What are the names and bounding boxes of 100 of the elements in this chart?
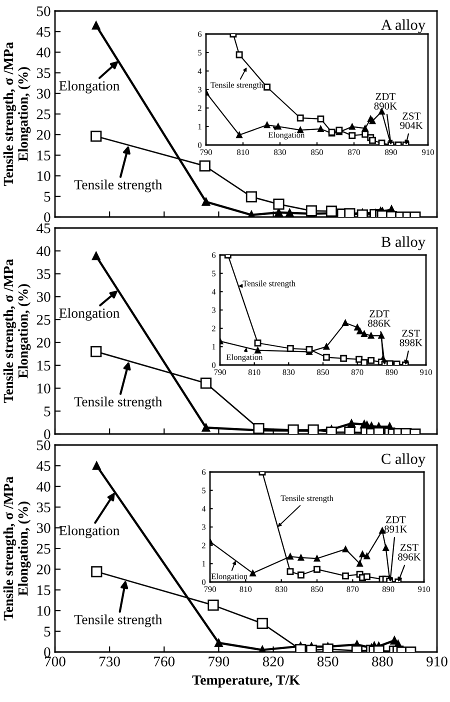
y-tick-label: 40 [36,246,50,256]
y-tick-label: 10 [38,384,50,394]
x-tick-label: 820 [262,656,284,666]
annotation: B alloy [381,236,426,250]
x-tick-label: 870 [351,369,364,376]
x-tick-label: 700 [45,656,66,666]
x-tick-label: 790 [204,586,216,592]
y-tick-label: 2 [198,105,202,111]
x-tick-label: 870 [348,149,360,156]
annotation: ZDT 890K [374,93,397,110]
y-tick-label: 0 [44,647,50,658]
y-tick-label: 15 [38,360,50,371]
y-tick-label: 5 [212,270,216,276]
annotation: C alloy [382,453,426,468]
y-tick-label: 40 [36,48,50,58]
x-tick-label: 790 [214,369,226,376]
x-tick-label: 810 [248,369,260,376]
y-tick-label: 15 [38,585,50,596]
annotation: Tensile strength [74,614,162,628]
annotation: Tensile strength [74,396,162,410]
x-tick-label: 850 [311,586,323,592]
x-tick-label: 850 [317,656,338,666]
x-tick-label: 830 [274,149,286,156]
y-tick-label: 5 [198,50,202,56]
y-tick-label: 10 [38,171,50,182]
x-tick-label: 790 [200,149,212,156]
y-axis-title: Tensile strength, σ /MPa Elongation, (%) [3,42,31,186]
x-tick-label: 910 [422,149,434,156]
y-tick-label: 35 [36,269,50,279]
x-tick-label: 890 [385,149,397,156]
x-tick-label: 850 [317,369,329,376]
x-tick-label: 890 [386,369,398,376]
x-tick-label: 910 [420,369,432,376]
y-tick-label: 45 [36,27,50,37]
y-tick-label: 3 [202,524,206,530]
annotation: Elongation [59,526,120,538]
y-tick-label: 15 [38,150,50,160]
y-tick-label: 0 [202,579,206,585]
y-tick-label: 30 [36,292,50,302]
y-tick-label: 25 [36,544,50,554]
y-tick-label: 0 [212,362,216,368]
y-tick-label: 10 [38,606,50,616]
y-tick-label: 25 [36,314,50,325]
y-tick-label: 30 [36,523,50,534]
y-tick-label: 5 [44,626,50,637]
annotation: Tensile strength [74,180,162,192]
annotation: ZDT 891K [384,516,408,533]
x-tick-label: 830 [282,369,295,376]
annotation: Elongation [59,80,120,94]
y-tick-label: 35 [36,68,50,78]
x-tick-label: 890 [382,586,394,592]
y-tick-label: 50 [37,6,50,16]
y-tick-label: 45 [36,461,50,471]
annotation: Elongation [59,308,120,321]
x-tick-label: 810 [237,149,249,156]
y-tick-label: 6 [202,469,206,475]
y-tick-label: 3 [212,307,216,313]
y-tick-label: 50 [37,440,50,450]
y-tick-label: 20 [36,130,50,140]
annotation: ZDT 886K [368,310,391,327]
x-tick-label: 810 [240,586,252,592]
y-tick-label: 1 [198,124,202,130]
x-tick-label: 730 [100,656,120,666]
y-tick-label: 6 [198,31,202,37]
y-tick-label: 5 [44,192,50,202]
y-tick-label: 5 [202,488,206,494]
y-tick-label: 25 [36,109,50,120]
y-tick-label: 4 [198,68,202,74]
annotation: Tensile strength [280,495,334,503]
y-tick-label: 0 [44,212,50,222]
annotation: ZST 896K [398,544,421,560]
x-tick-label: 910 [426,656,448,666]
y-tick-label: 0 [44,429,50,440]
y-tick-label: 20 [36,564,50,574]
annotation: ZST 904K [400,112,423,129]
annotation: Tensile strength [242,280,296,288]
y-tick-label: 35 [36,502,50,512]
y-tick-label: 45 [36,223,50,234]
y-tick-label: 20 [36,338,50,348]
y-tick-label: 4 [202,506,206,512]
annotation: ZST 898K [400,330,422,346]
x-axis-title: Temperature, T/K [192,675,300,688]
y-tick-label: 1 [202,561,206,567]
y-axis-title: Tensile strength, σ /MPa Elongation, (%) [3,476,31,620]
y-axis-title: Tensile strength, σ /MPa Elongation, (%) [3,259,31,403]
x-tick-label: 830 [275,586,288,592]
annotation: A alloy [381,19,426,34]
annotation: Elongation [268,132,305,140]
annotation: Tensile strength [210,82,264,90]
x-tick-label: 870 [346,586,359,592]
y-tick-label: 0 [198,142,202,148]
y-tick-label: 40 [36,482,50,492]
y-tick-label: 2 [202,542,206,548]
y-tick-label: 2 [212,326,216,332]
y-tick-label: 5 [44,406,50,416]
y-tick-label: 4 [212,289,216,295]
x-tick-label: 850 [311,149,323,156]
y-tick-label: 6 [212,252,216,258]
annotation: Elongation [211,573,248,581]
x-tick-label: 880 [372,656,393,666]
